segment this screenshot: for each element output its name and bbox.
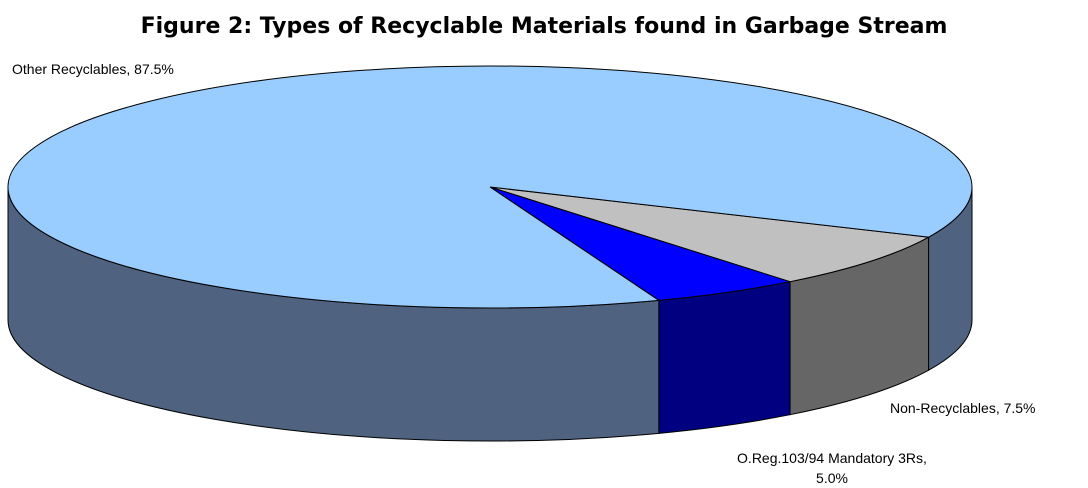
slice bbox=[489, 186, 931, 283]
slice-label: Other Recyclables, 87.5% bbox=[12, 61, 174, 77]
slice bbox=[489, 186, 791, 301]
slice-side bbox=[658, 281, 791, 434]
slice-label: Non-Recyclables, 7.5% bbox=[890, 400, 1036, 416]
chart-title: Figure 2: Types of Recyclable Materials … bbox=[140, 14, 948, 39]
slice bbox=[7, 65, 973, 309]
slice-label: O.Reg.103/94 Mandatory 3Rs, 5.0% bbox=[737, 450, 927, 486]
